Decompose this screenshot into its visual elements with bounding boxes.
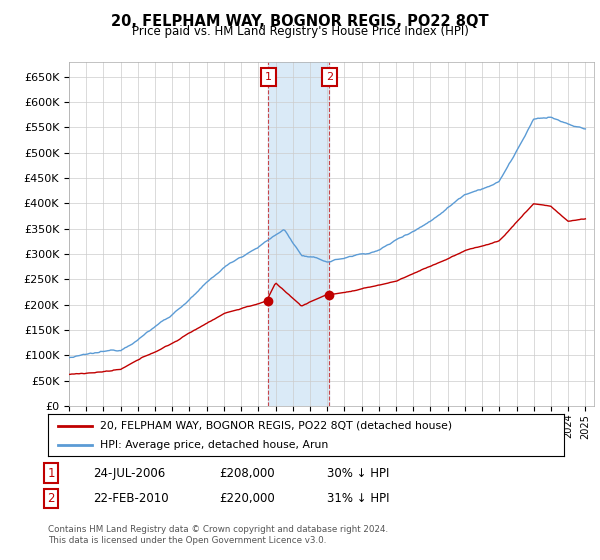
- Text: Contains HM Land Registry data © Crown copyright and database right 2024.: Contains HM Land Registry data © Crown c…: [48, 525, 388, 534]
- Text: This data is licensed under the Open Government Licence v3.0.: This data is licensed under the Open Gov…: [48, 536, 326, 545]
- Text: 1: 1: [47, 466, 55, 480]
- Text: 31% ↓ HPI: 31% ↓ HPI: [327, 492, 389, 505]
- Text: 2: 2: [47, 492, 55, 505]
- Text: 24-JUL-2006: 24-JUL-2006: [93, 466, 165, 480]
- Text: 20, FELPHAM WAY, BOGNOR REGIS, PO22 8QT (detached house): 20, FELPHAM WAY, BOGNOR REGIS, PO22 8QT …: [100, 421, 452, 431]
- Text: 2: 2: [326, 72, 333, 82]
- Text: Price paid vs. HM Land Registry's House Price Index (HPI): Price paid vs. HM Land Registry's House …: [131, 25, 469, 38]
- Text: 1: 1: [265, 72, 272, 82]
- Text: HPI: Average price, detached house, Arun: HPI: Average price, detached house, Arun: [100, 440, 328, 450]
- Text: £208,000: £208,000: [219, 466, 275, 480]
- Text: 20, FELPHAM WAY, BOGNOR REGIS, PO22 8QT: 20, FELPHAM WAY, BOGNOR REGIS, PO22 8QT: [111, 14, 489, 29]
- Text: 22-FEB-2010: 22-FEB-2010: [93, 492, 169, 505]
- Text: 30% ↓ HPI: 30% ↓ HPI: [327, 466, 389, 480]
- Text: £220,000: £220,000: [219, 492, 275, 505]
- Bar: [268, 62, 329, 406]
